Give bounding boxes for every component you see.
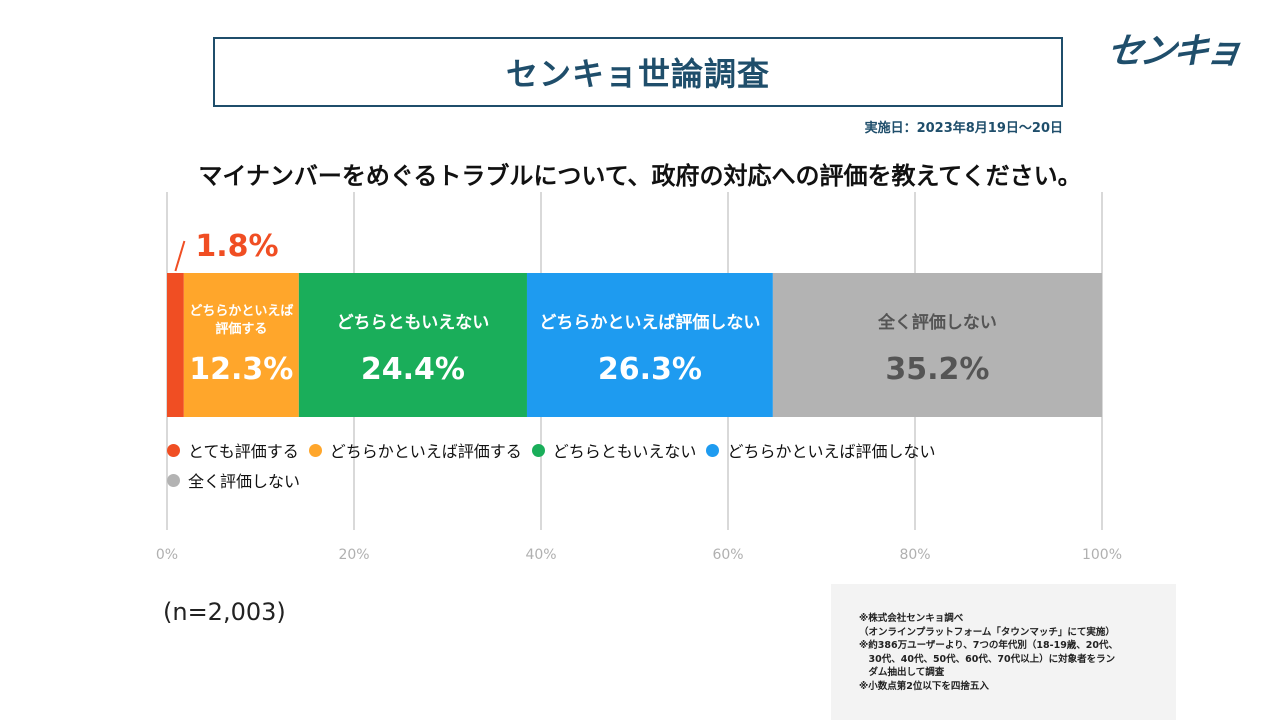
legend-label: どちらかといえば評価する (329, 442, 522, 461)
segment-label: どちらかといえば評価しない (539, 312, 760, 333)
methodology-notes: ※株式会社センキョ調べ （オンラインプラットフォーム「タウンマッチ」にて実施） … (831, 584, 1176, 720)
legend-color-dot (706, 443, 720, 457)
callout-line (174, 240, 186, 272)
survey-question: マイナンバーをめぐるトラブルについて、政府の対応への評価を教えてください。 (198, 162, 1082, 190)
bar-segment (167, 273, 184, 417)
note-line: 30代、40代、50代、60代、70代以上）に対象者をラン (859, 653, 1116, 665)
legend-item: どちらともいえない (531, 440, 697, 461)
legend-color-dot (167, 443, 180, 457)
segment-label: どちらかといえば (189, 304, 293, 319)
legend-label: どちらともいえない (552, 442, 697, 461)
legend-label: とても評価する (188, 442, 299, 461)
legend-color-dot (531, 443, 545, 457)
x-tick-label: 0% (156, 547, 178, 563)
chart-legend: とても評価する どちらかといえば評価する どちらともいえない どちらかといえば評… (167, 440, 1047, 491)
note-line: ダム抽出して調査 (859, 667, 945, 678)
legend-color-dot (308, 443, 322, 457)
legend-label: どちらかといえば評価しない (727, 442, 936, 461)
bar-segment (772, 273, 1102, 417)
note-line: ※株式会社センキョ調べ (859, 613, 964, 624)
x-tick-label: 40% (525, 547, 556, 563)
legend-item: どちらかといえば評価する (308, 440, 522, 461)
x-tick-label: 20% (338, 547, 369, 563)
note-line: ※約386万ユーザーより、7つの年代別（18-19歳、20代、 (859, 640, 1119, 651)
data-label: 24.4% (361, 352, 465, 387)
bar-segment (298, 273, 527, 417)
legend-item: 全く評価しない (167, 470, 301, 491)
bar-segment (526, 273, 773, 417)
segment-label: どちらともいえない (337, 313, 490, 333)
legend-item: とても評価する (167, 440, 299, 461)
segment-label: 全く評価しない (877, 312, 997, 333)
x-tick-label: 100% (1082, 547, 1122, 563)
survey-date: 実施日：2023年8月19日〜20日 (864, 121, 1063, 136)
bar-segment (183, 273, 299, 417)
page-title: センキョ世論調査 (505, 55, 770, 93)
note-line: ※小数点第2位以下を四捨五入 (859, 680, 989, 692)
x-tick-label: 60% (712, 547, 743, 563)
data-label: 1.8% (195, 229, 278, 264)
legend-label: 全く評価しない (188, 472, 301, 491)
sample-size: (n=2,003) (163, 598, 286, 626)
segment-label: 評価する (215, 321, 267, 337)
legend-color-dot (167, 473, 180, 487)
title-box: センキョ世論調査 (213, 37, 1063, 107)
note-line: （オンラインプラットフォーム「タウンマッチ」にて実施） (859, 626, 1115, 638)
x-tick-label: 80% (899, 547, 930, 563)
legend-item: どちらかといえば評価しない (706, 440, 936, 461)
data-label: 12.3% (189, 352, 293, 387)
data-label: 35.2% (885, 352, 989, 387)
data-label: 26.3% (598, 352, 702, 387)
